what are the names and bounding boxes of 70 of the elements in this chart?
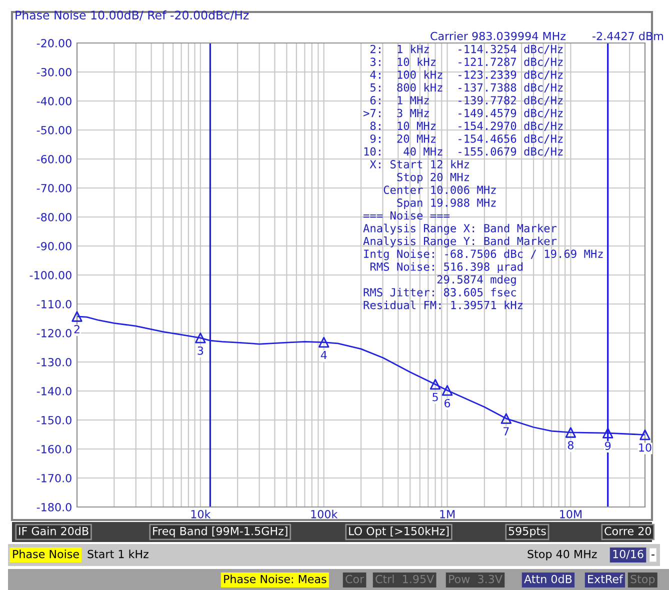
text: Phase Noise: Meas [224,574,326,584]
x-tick-label: 100k [311,510,338,518]
annotation: 3 [198,346,204,355]
text: Stop 40 MHz [528,550,597,560]
annotation: 6: 1 MHz -139.7782 dBc/Hz [370,96,563,106]
y-tick-label: -20.00 [36,38,72,48]
y-tick-label: -150.0 [36,416,72,424]
annotation: === Noise === [363,211,450,220]
annotation: X: Start 12 kHz [370,160,469,168]
text: 10/16 [613,550,644,560]
y-tick-label: -160.0 [36,444,72,454]
y-tick-label: -50.00 [36,126,72,134]
annotation: 3: 10 kHz -121.7287 dBc/Hz [370,57,563,67]
x-tick-label: 10k [191,510,211,518]
y-tick-label: -40.00 [36,96,72,106]
annotation: Analysis Range Y: Band Marker [363,236,557,248]
annotation: 2 [74,325,80,334]
annotation: 5: 800 kHz -137.7388 dBc/Hz [370,83,563,93]
y-tick-label: -90.00 [36,242,72,250]
text: ExtRef [588,574,624,584]
text: IF Gain 20dB [19,526,88,536]
chart-title: Phase Noise 10.00dB/ Ref -20.00dBc/Hz [16,10,249,20]
text: Cor [346,574,364,584]
text: LO Opt [>150kHz] [349,526,449,538]
text: Carrier 983.039994 MHz [430,32,566,40]
text: Ctrl 1.95V [376,574,434,584]
text: Stop [630,574,655,586]
annotation: 6 [444,398,450,408]
text: - [652,554,654,556]
annotation: 4: 100 kHz -123.2339 dBc/Hz [370,70,563,80]
text: Pow 3.3V [449,574,502,584]
y-tick-label: -180.0 [36,502,72,512]
annotation: RMS Noise: 516.398 µrad [370,262,523,274]
text: 595pts [508,526,546,538]
x-tick-label: 10M [560,510,582,518]
y-tick-label: -60.00 [36,154,72,164]
annotation: Stop 20 MHz [397,172,469,184]
text: Corre 20 [604,526,652,536]
annotation: 5 [432,393,438,402]
text: Attn 0dB [524,574,572,584]
text: Freq Band [99M-1.5GHz] [153,526,288,538]
annotation: RMS Jitter: 83.605 fsec [364,288,516,296]
text: Phase Noise [13,550,79,558]
y-tick-label: -70.00 [36,184,72,192]
text: Start 1 kHz [88,550,148,558]
annotation: 9 [605,442,611,450]
y-tick-label: -110.0 [36,300,72,308]
annotation: Span 19.988 MHz [397,198,496,210]
y-tick-label: -170.0 [36,474,72,482]
y-tick-label: -30.00 [36,68,72,76]
annotation: 9: 20 MHz -154.4656 dBc/Hz [370,134,563,144]
annotation: 7 [504,427,509,436]
y-tick-label: -140.0 [36,386,72,396]
y-tick-label: -100.00 [30,270,72,280]
annotation: 29.5874 mdeg [437,274,516,286]
annotation: Center 10.006 MHz [384,186,496,194]
annotation: 2: 1 kHz -114.3254 dBc/Hz [370,44,563,54]
annotation: 4 [320,350,327,360]
annotation: Intg Noise: -68.7506 dBc / 19.69 MHz [364,249,603,260]
annotation: Residual FM: 1.39571 kHz [364,300,522,310]
y-tick-label: -80.00 [36,212,72,222]
annotation: 8 [568,441,574,450]
annotation: >7: 3 MHz -149.4579 dBc/Hz [363,108,563,118]
y-tick-label: -130.0 [36,358,72,366]
annotation: 10 [639,443,652,452]
x-tick-label: 1M [440,510,455,518]
annotation: Analysis Range X: Band Marker [363,224,557,235]
annotation: 10: 40 MHz -155.0679 dBc/Hz [364,147,563,157]
annotation: 8: 10 MHz -154.2970 dBc/Hz [370,121,563,131]
y-tick-label: -120.0 [36,328,72,338]
